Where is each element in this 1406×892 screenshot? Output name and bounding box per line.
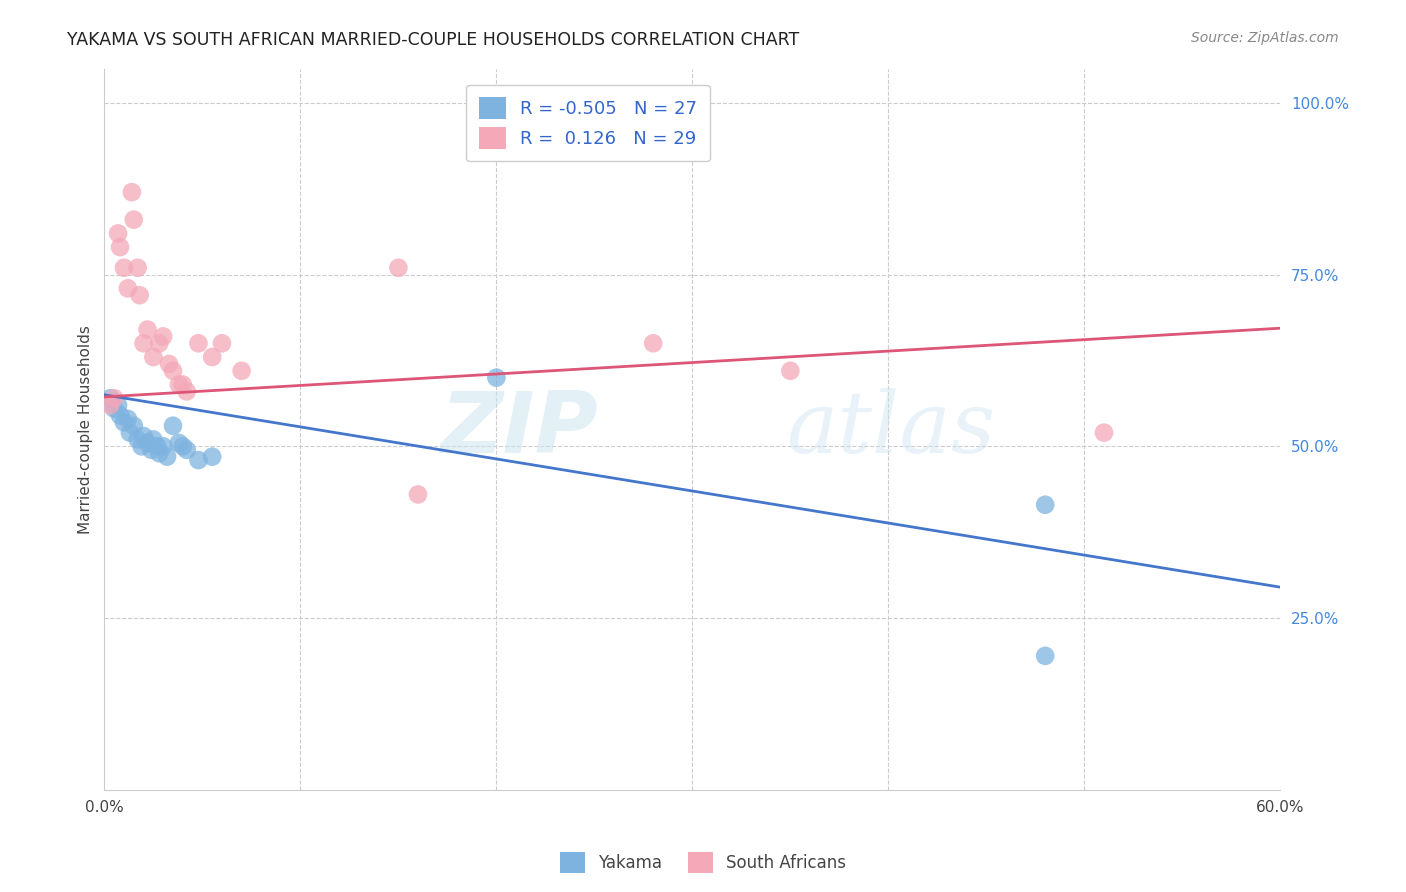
Point — [141, 442, 163, 457]
Point — [152, 439, 174, 453]
Text: YAKAMA VS SOUTH AFRICAN MARRIED-COUPLE HOUSEHOLDS CORRELATION CHART: YAKAMA VS SOUTH AFRICAN MARRIED-COUPLE H… — [67, 31, 800, 49]
Point — [112, 415, 135, 429]
Point — [122, 418, 145, 433]
Point — [107, 227, 129, 241]
Legend: Yakama, South Africans: Yakama, South Africans — [554, 846, 852, 880]
Text: atlas: atlas — [786, 388, 995, 470]
Point — [107, 398, 129, 412]
Point — [156, 450, 179, 464]
Point — [162, 364, 184, 378]
Point — [779, 364, 801, 378]
Point — [201, 450, 224, 464]
Point — [122, 212, 145, 227]
Point — [148, 446, 170, 460]
Point — [108, 240, 131, 254]
Point — [167, 436, 190, 450]
Legend: R = -0.505   N = 27, R =  0.126   N = 29: R = -0.505 N = 27, R = 0.126 N = 29 — [467, 85, 710, 161]
Point — [132, 429, 155, 443]
Point — [127, 433, 149, 447]
Point — [231, 364, 253, 378]
Point — [387, 260, 409, 275]
Point — [152, 329, 174, 343]
Point — [118, 425, 141, 440]
Point — [132, 336, 155, 351]
Point — [146, 439, 169, 453]
Point — [148, 336, 170, 351]
Point — [128, 288, 150, 302]
Point — [406, 487, 429, 501]
Text: ZIP: ZIP — [440, 388, 599, 471]
Point — [201, 350, 224, 364]
Point — [1033, 498, 1056, 512]
Point — [187, 453, 209, 467]
Point — [117, 281, 139, 295]
Point — [121, 185, 143, 199]
Point — [136, 322, 159, 336]
Point — [211, 336, 233, 351]
Point — [131, 439, 153, 453]
Point — [157, 357, 180, 371]
Point — [103, 391, 125, 405]
Point — [127, 260, 149, 275]
Point — [108, 409, 131, 423]
Point — [1092, 425, 1115, 440]
Point — [98, 398, 121, 412]
Point — [142, 350, 165, 364]
Point — [98, 391, 121, 405]
Point — [142, 433, 165, 447]
Point — [103, 401, 125, 416]
Point — [176, 384, 198, 399]
Point — [643, 336, 665, 351]
Point — [112, 260, 135, 275]
Point — [136, 436, 159, 450]
Point — [162, 418, 184, 433]
Point — [1033, 648, 1056, 663]
Point — [172, 439, 194, 453]
Text: Source: ZipAtlas.com: Source: ZipAtlas.com — [1191, 31, 1339, 45]
Point — [167, 377, 190, 392]
Y-axis label: Married-couple Households: Married-couple Households — [79, 325, 93, 533]
Point — [485, 370, 508, 384]
Point — [117, 412, 139, 426]
Point — [172, 377, 194, 392]
Point — [187, 336, 209, 351]
Point — [176, 442, 198, 457]
